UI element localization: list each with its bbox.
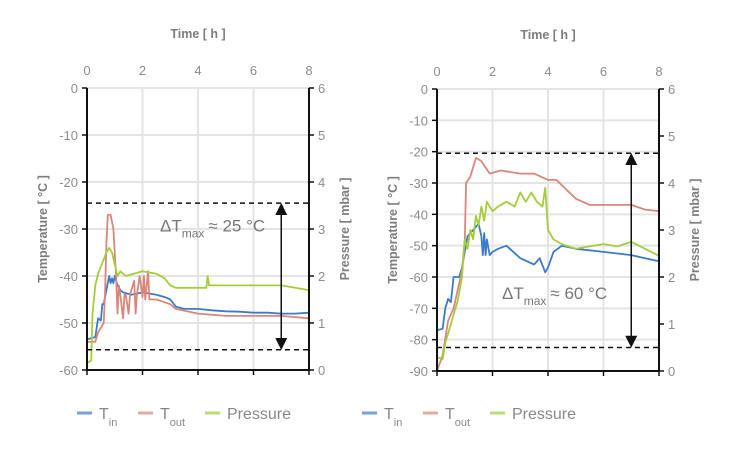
x-tick-label: 0 — [433, 64, 440, 79]
delta-t-annotation: ΔTmax ≈ 60 °C — [502, 284, 607, 308]
delta-t-annotation: ΔTmax ≈ 25 °C — [160, 216, 265, 240]
y-tick-label: -30 — [409, 176, 428, 191]
series-line-t-in — [436, 222, 660, 332]
y-tick-label: -50 — [59, 316, 78, 331]
x-tick-label: 0 — [83, 63, 90, 78]
delta-subscript: max — [182, 226, 205, 240]
x-axis-title: Time [ h ] — [170, 27, 225, 41]
y2-tick-label: 1 — [668, 317, 675, 332]
y2-tick-label: 5 — [668, 129, 675, 144]
y-tick-label: -90 — [409, 364, 428, 379]
series-line-t-out — [87, 213, 310, 343]
x-tick-label: 8 — [305, 63, 312, 78]
series-line-pressure — [86, 246, 310, 364]
y-tick-label: -10 — [409, 113, 428, 128]
series-line-t-out — [436, 156, 660, 372]
y-tick-label: -70 — [409, 301, 428, 316]
y-tick-label: -50 — [409, 239, 428, 254]
legend-label-subscript: out — [170, 417, 185, 429]
legend-label-subscript: in — [109, 417, 118, 429]
y2-tick-label: 3 — [318, 222, 325, 237]
y-tick-label: -10 — [59, 128, 78, 143]
legend-label-subscript: out — [455, 417, 470, 429]
legend-label-base: T — [99, 406, 109, 423]
y-tick-label: -60 — [409, 270, 428, 285]
y2-tick-label: 1 — [318, 316, 325, 331]
y2-axis-title: Pressure [ mbar ] — [338, 178, 352, 281]
legend-label-base: Pressure — [227, 406, 291, 423]
series-line-pressure — [436, 186, 660, 361]
y-tick-label: -80 — [409, 333, 428, 348]
legend-label-pressure: Pressure — [512, 406, 576, 423]
y2-tick-label: 6 — [318, 81, 325, 96]
y-tick-label: -40 — [59, 269, 78, 284]
y-tick-label: -20 — [409, 145, 428, 160]
y2-tick-label: 2 — [668, 270, 675, 285]
y-tick-label: -30 — [59, 222, 78, 237]
legend-label-subscript: in — [394, 417, 403, 429]
legend-label-t-in: Tin — [99, 406, 117, 429]
y2-tick-label: 2 — [318, 269, 325, 284]
chart-2: 0 2 4 6 80-10-20-30-40-50-60-70-80-906543210… — [362, 28, 702, 429]
x-axis-title: Time [ h ] — [520, 28, 575, 42]
y-tick-label: 0 — [421, 82, 428, 97]
x-tick-label: 6 — [600, 64, 607, 79]
legend-label-base: T — [445, 406, 455, 423]
legend-label-t-in: Tin — [384, 406, 402, 429]
delta-symbol: ΔT — [502, 284, 524, 303]
y2-tick-label: 4 — [318, 175, 325, 190]
x-tick-label: 4 — [194, 63, 201, 78]
legend-label-base: T — [160, 406, 170, 423]
y-tick-label: -40 — [409, 207, 428, 222]
delta-value: ≈ 25 °C — [208, 216, 265, 235]
y-axis-title: Temperature [ °C ] — [386, 176, 400, 284]
delta-subscript: max — [524, 294, 547, 308]
y2-tick-label: 6 — [668, 82, 675, 97]
y-tick-label: -60 — [59, 363, 78, 378]
legend-label-pressure: Pressure — [227, 406, 291, 423]
delta-symbol: ΔT — [160, 216, 182, 235]
x-tick-label: 2 — [139, 63, 146, 78]
y2-axis-title: Pressure [ mbar ] — [688, 179, 702, 282]
y-tick-label: -20 — [59, 175, 78, 190]
y-tick-label: 0 — [71, 81, 78, 96]
y2-tick-label: 0 — [318, 363, 325, 378]
y-axis-title: Temperature [ °C ] — [36, 175, 50, 283]
y2-tick-label: 4 — [668, 176, 675, 191]
x-tick-label: 4 — [544, 64, 551, 79]
y2-tick-label: 3 — [668, 223, 675, 238]
x-tick-label: 2 — [489, 64, 496, 79]
y2-tick-label: 0 — [668, 364, 675, 379]
x-tick-label: 8 — [655, 64, 662, 79]
legend-label-base: T — [384, 406, 394, 423]
legend-label-base: Pressure — [512, 406, 576, 423]
legend-label-t-out: Tout — [445, 406, 470, 429]
legend-label-t-out: Tout — [160, 406, 185, 429]
delta-value: ≈ 60 °C — [550, 284, 607, 303]
y2-tick-label: 5 — [318, 128, 325, 143]
x-tick-label: 6 — [250, 63, 257, 78]
